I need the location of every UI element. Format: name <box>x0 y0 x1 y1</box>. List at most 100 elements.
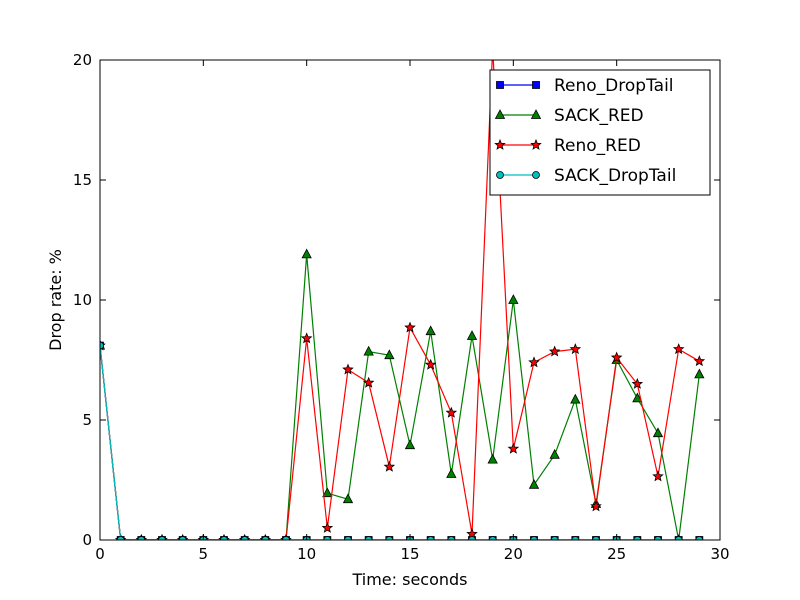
data-point-SACK_DropTail-1 <box>116 536 125 540</box>
data-point-Reno_RED-28 <box>672 343 685 355</box>
data-point-Reno_RED-20 <box>507 442 520 454</box>
data-point-Reno_RED-16 <box>424 358 437 370</box>
data-point-SACK_RED-23 <box>570 393 581 404</box>
legend-label-Reno_RED: Reno_RED <box>554 136 641 156</box>
y-tick-label-10: 10 <box>73 291 92 309</box>
data-point-SACK_RED-13 <box>363 345 374 356</box>
data-point-SACK_DropTail-18 <box>468 536 476 540</box>
data-point-SACK_RED-17 <box>446 468 457 478</box>
legend-entry-SACK_DropTail: SACK_DropTail <box>496 166 676 186</box>
x-tick-label-25: 25 <box>607 545 626 563</box>
series-Reno_DropTail <box>100 341 704 540</box>
data-point-SACK_DropTail-2 <box>137 536 146 540</box>
series-SACK_DropTail <box>100 341 704 540</box>
data-point-SACK_RED-10 <box>301 248 312 259</box>
y-tick-label-0: 0 <box>82 531 92 549</box>
data-point-Reno_RED-11 <box>321 521 334 533</box>
data-point-SACK_RED-26 <box>632 392 643 403</box>
data-point-SACK_DropTail-22 <box>550 536 559 540</box>
data-point-Reno_RED-25 <box>610 351 623 363</box>
x-tick-label-10: 10 <box>297 545 316 563</box>
data-point-SACK_DropTail-17 <box>447 536 456 540</box>
data-point-Reno_RED-24 <box>590 500 602 512</box>
series-line-Reno_DropTail <box>100 345 700 540</box>
legend-box <box>489 69 711 196</box>
data-point-SACK_RED-18 <box>466 330 478 340</box>
data-point-SACK_RED-16 <box>425 325 436 336</box>
data-point-SACK_DropTail-26 <box>633 536 642 540</box>
legend-marker-left-SACK_RED <box>494 109 506 119</box>
data-point-SACK_DropTail-28 <box>674 536 683 540</box>
series-line-Reno_RED <box>100 60 700 540</box>
y-tick-label-5: 5 <box>82 411 92 429</box>
data-point-Reno_RED-26 <box>631 377 644 389</box>
data-point-SACK_DropTail-27 <box>654 536 662 540</box>
data-point-SACK_DropTail-9 <box>282 536 290 540</box>
data-point-SACK_DropTail-16 <box>426 536 435 540</box>
data-point-Reno_RED-12 <box>342 363 354 375</box>
data-point-Reno_RED-27 <box>652 470 664 482</box>
data-point-Reno_RED-13 <box>362 376 375 388</box>
data-point-Reno_RED-15 <box>404 321 416 333</box>
data-point-SACK_RED-20 <box>508 294 519 304</box>
data-point-SACK_RED-14 <box>384 349 395 360</box>
x-tick-label-20: 20 <box>504 545 523 563</box>
data-point-SACK_DropTail-12 <box>344 536 352 540</box>
data-point-Reno_RED-14 <box>383 460 396 472</box>
axis-ticks: 0 5 10 15 20 25 30 0 5 10 15 20 <box>73 51 730 563</box>
data-point-Reno_RED-29 <box>693 355 706 367</box>
data-point-SACK_RED-11 <box>322 487 333 498</box>
legend-label-Reno_DropTail: Reno_DropTail <box>554 76 674 96</box>
y-tick-label-20: 20 <box>73 51 92 69</box>
data-point-Reno_RED-19 <box>488 43 498 52</box>
x-tick-label-0: 0 <box>95 545 105 563</box>
data-point-SACK_RED-22 <box>549 448 560 459</box>
series-layer <box>100 43 706 540</box>
legend-label-SACK_RED: SACK_RED <box>554 106 644 126</box>
y-tick-label-15: 15 <box>73 171 92 189</box>
legend-label-SACK_DropTail: SACK_DropTail <box>554 166 676 186</box>
x-tick-label-15: 15 <box>400 545 419 563</box>
legend-marker-right-Reno_DropTail <box>532 81 540 89</box>
data-point-SACK_DropTail-6 <box>220 536 228 540</box>
legend-marker-left-SACK_DropTail <box>496 171 504 179</box>
data-point-SACK_DropTail-8 <box>261 536 270 540</box>
data-point-SACK_DropTail-14 <box>385 536 394 540</box>
x-tick-label-30: 30 <box>710 545 729 563</box>
data-point-SACK_DropTail-0 <box>100 341 104 350</box>
y-axis-label: Drop rate: % <box>46 249 65 351</box>
data-point-SACK_RED-19 <box>487 453 498 464</box>
data-point-Reno_RED-17 <box>445 406 458 418</box>
legend-marker-left-Reno_DropTail <box>496 81 504 89</box>
legend-entry-Reno_RED: Reno_RED <box>494 136 641 156</box>
data-point-Reno_RED-10 <box>300 332 313 344</box>
x-axis-label: Time: seconds <box>351 570 467 589</box>
data-point-SACK_DropTail-4 <box>178 536 187 540</box>
legend-entry-Reno_DropTail: Reno_DropTail <box>496 76 674 96</box>
data-point-SACK_DropTail-7 <box>240 536 249 540</box>
data-point-SACK_RED-29 <box>694 368 705 379</box>
legend-marker-left-Reno_RED <box>494 138 506 150</box>
data-point-SACK_RED-27 <box>652 427 664 438</box>
series-line-SACK_DropTail <box>100 345 700 540</box>
data-point-SACK_DropTail-21 <box>530 536 538 540</box>
legend-entry-SACK_RED: SACK_RED <box>494 106 644 126</box>
data-point-SACK_DropTail-19 <box>488 536 497 540</box>
data-point-SACK_DropTail-23 <box>571 536 580 540</box>
data-point-SACK_RED-15 <box>404 439 416 450</box>
legend: Reno_DropTail SACK_RED Reno_RED SACK_DropTa… <box>489 69 711 196</box>
data-point-SACK_DropTail-24 <box>592 536 600 540</box>
data-point-Reno_RED-21 <box>528 356 540 368</box>
data-point-SACK_RED-12 <box>342 493 354 504</box>
data-point-SACK_DropTail-11 <box>323 536 332 540</box>
legend-marker-right-SACK_RED <box>530 109 542 119</box>
data-point-SACK_DropTail-29 <box>695 536 704 540</box>
data-point-SACK_DropTail-13 <box>364 536 373 540</box>
legend-marker-right-SACK_DropTail <box>532 171 540 179</box>
x-tick-label-5: 5 <box>199 545 209 563</box>
data-point-Reno_RED-23 <box>569 343 582 355</box>
legend-marker-right-Reno_RED <box>530 138 542 150</box>
data-point-SACK_RED-21 <box>528 478 540 489</box>
data-point-Reno_RED-22 <box>548 345 561 357</box>
